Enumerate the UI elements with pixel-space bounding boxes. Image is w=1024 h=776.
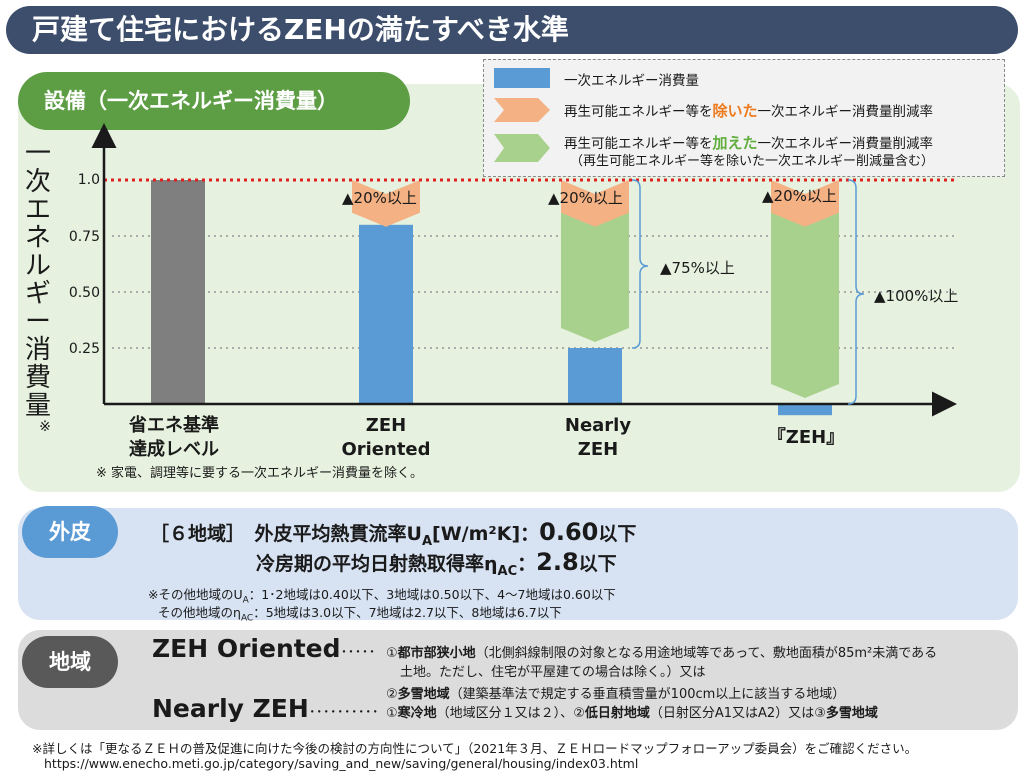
bar-consumption — [568, 348, 622, 404]
category-label-nearly: Nearly ZEH — [538, 414, 658, 462]
category-label-oriented: ZEH Oriented — [326, 414, 446, 462]
reduction-total-zeh: ▲100%以上 — [874, 287, 959, 305]
reduction-label-nearly: ▲20%以上 — [548, 189, 623, 207]
page-title: 戸建て住宅におけるZEHの満たすべき水準 — [6, 6, 1018, 54]
equipment-note: ※ 家電、調理等に要する一次エネルギー消費量を除く。 — [96, 466, 424, 481]
y-tick-label: 0.75 — [68, 229, 100, 245]
eta-other-regions-note: その他地域のηAC：5地域は3.0以下、7地域は2.7以下、8地域は6.7以下 — [158, 605, 562, 624]
chevron-reduction-incl — [771, 208, 839, 398]
oriented-condition-1: ①都市部狭小地（北側斜線制限の対象となる用途地域等であって、敷地面積が85m²未… — [386, 646, 938, 661]
oriented-condition-2: ②多雪地域（建築基準法で規定する垂直積雪量が100cm以上に該当する地域） — [386, 687, 846, 702]
y-tick-label: 0.50 — [68, 285, 100, 301]
envelope-label: 外皮 — [22, 506, 118, 558]
category-label-baseline: 省エネ基準 達成レベル — [114, 414, 234, 462]
y-tick-label: 1.0 — [77, 172, 100, 188]
brace-zeh — [847, 179, 865, 405]
eta-requirement: 冷房期の平均日射熱取得率ηAC：2.8以下 — [256, 548, 617, 579]
brace-nearly — [631, 179, 649, 349]
envelope-panel — [18, 508, 1018, 620]
y-axis-label-text: 一次エネルギー消費量 — [24, 139, 51, 421]
region-panel — [18, 630, 1018, 730]
y-tick-label: 0.25 — [68, 341, 100, 357]
legend-sublabel: （再生可能エネルギー等を除いた一次エネルギー削減量含む） — [570, 154, 935, 169]
legend-swatch-blue — [494, 68, 550, 88]
nearly-zeh-label: Nearly ZEH･･････････ — [152, 694, 379, 723]
category-line2: 達成レベル — [129, 439, 219, 460]
legend-label: 一次エネルギー消費量 — [564, 73, 699, 89]
category-line2: ZEH — [577, 439, 619, 460]
reduction-total-nearly: ▲75%以上 — [660, 259, 735, 277]
category-line1: 『ZEH』 — [767, 427, 845, 448]
reduction-label-zeh: ▲20%以上 — [762, 187, 837, 205]
chevron-reduction-excl — [561, 180, 629, 227]
legend-swatch-green — [494, 134, 550, 162]
reduction-label-oriented: ▲20%以上 — [342, 189, 417, 207]
chevron-reduction-excl — [352, 180, 420, 227]
bar-consumption — [778, 404, 832, 416]
legend-label: 再生可能エネルギー等を加えた一次エネルギー消費量削減率 — [564, 134, 934, 152]
category-line1: ZEH — [365, 415, 407, 436]
equipment-label: 設備（一次エネルギー消費量） — [18, 72, 410, 130]
y-axis-label: 一次エネルギー消費量 ※ — [20, 140, 56, 434]
y-axis-label-mark: ※ — [39, 419, 51, 435]
footer-note: ※詳しくは「更なるＺＥＨの普及促進に向けた今後の検討の方向性について」（2021… — [32, 741, 918, 756]
chart-legend: 一次エネルギー消費量 再生可能エネルギー等を除いた一次エネルギー消費量削減率 再… — [483, 59, 1005, 177]
bar-consumption — [359, 224, 413, 404]
chevron-reduction-incl — [561, 208, 629, 342]
category-line1: 省エネ基準 — [129, 415, 219, 436]
nearly-conditions: ①寒冷地（地域区分１又は２）、②低日射地域（日射区分A1又はA2）又は③多雪地域 — [386, 706, 878, 721]
zeh-oriented-label: ZEH Oriented･････ — [152, 634, 376, 663]
oriented-condition-1-cont: 土地。ただし、住宅が平屋建ての場合は除く。）又は — [400, 665, 706, 680]
chevron-reduction-excl — [771, 180, 839, 227]
category-label-zeh: 『ZEH』 — [746, 426, 866, 450]
category-line1: Nearly — [564, 415, 632, 436]
bar-baseline — [151, 180, 205, 404]
region-label: 地域 — [22, 636, 118, 688]
ua-other-regions-note: ※その他地域のUA：1･2地域は0.40以下、3地域は0.50以下、4～7地域は… — [148, 587, 616, 606]
legend-swatch-orange — [494, 98, 550, 122]
category-line2: Oriented — [341, 439, 431, 460]
footer-url: https://www.enecho.meti.go.jp/category/s… — [44, 756, 639, 771]
ua-requirement: ［６地域］ 外皮平均熱貫流率UA[W/m²K]：0.60以下 — [150, 518, 637, 549]
legend-label: 再生可能エネルギー等を除いた一次エネルギー消費量削減率 — [564, 102, 934, 120]
